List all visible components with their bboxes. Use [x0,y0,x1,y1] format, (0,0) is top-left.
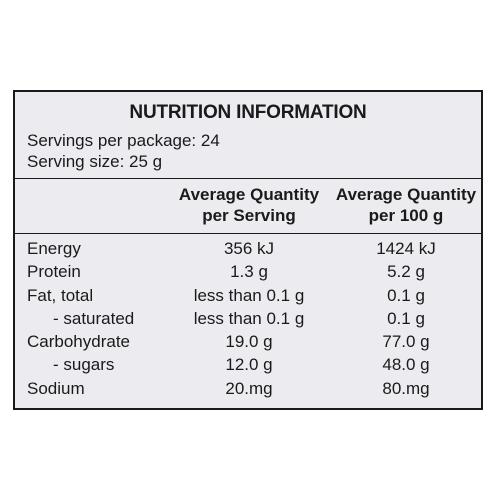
nutrient-name: Carbohydrate [27,332,131,352]
value-per-serving: less than 0.1 g [193,308,305,328]
table-row: Energy 356 kJ 1424 kJ [15,239,481,262]
nutrient-name: - saturated [53,308,135,328]
table-row: Protein 1.3 g 5.2 g [15,262,481,285]
value-per-100g: 48.0 g [382,355,430,375]
value-per-serving: less than 0.1 g [193,285,305,305]
value-per-100g: 77.0 g [382,332,430,352]
column-header-per-100g-line1: Average Quantity [335,185,477,204]
value-per-100g: 0.1 g [387,308,425,328]
nutrient-name: Energy [27,239,81,258]
table-row: Fat, total less than 0.1 g 0.1 g [15,286,481,309]
nutrition-panel: NUTRITION INFORMATION Servings per packa… [13,90,483,410]
value-per-serving: 19.0 g [225,332,273,352]
column-header-per-serving: Average Quantity per Serving [167,184,331,226]
column-header-per-100g-line2: per 100 g [368,206,444,225]
table-row: Sodium 20.mg 80.mg [15,379,481,402]
value-per-serving: 20.mg [225,378,273,398]
table-row: - sugars 12.0 g 48.0 g [15,355,481,378]
columns-divider [15,233,481,234]
table-row: - saturated less than 0.1 g 0.1 g [15,309,481,332]
servings-per-package: Servings per package: 24 [27,131,220,150]
header-divider [15,178,481,179]
value-per-100g: 80.mg [382,378,430,398]
value-per-100g: 1424 kJ [376,239,436,258]
nutrient-name: - sugars [53,355,115,375]
nutrient-name: Fat, total [27,285,94,305]
value-per-100g: 5.2 g [387,262,425,282]
value-per-100g: 0.1 g [387,285,425,305]
nutrient-name: Sodium [27,378,85,398]
value-per-serving: 356 kJ [223,239,275,258]
column-header-per-serving-line2: per Serving [202,206,296,225]
nutrient-name: Protein [27,262,81,282]
nutrient-rows: Energy 356 kJ 1424 kJ Protein 1.3 g 5.2 … [15,239,481,402]
column-header-per-serving-line1: Average Quantity [178,185,320,204]
table-row: Carbohydrate 19.0 g 77.0 g [15,332,481,355]
serving-size: Serving size: 25 g [27,152,163,171]
value-per-serving: 1.3 g [230,262,268,282]
value-per-serving: 12.0 g [225,355,273,375]
column-header-per-100g: Average Quantity per 100 g [331,184,481,226]
panel-title: NUTRITION INFORMATION [129,102,367,123]
